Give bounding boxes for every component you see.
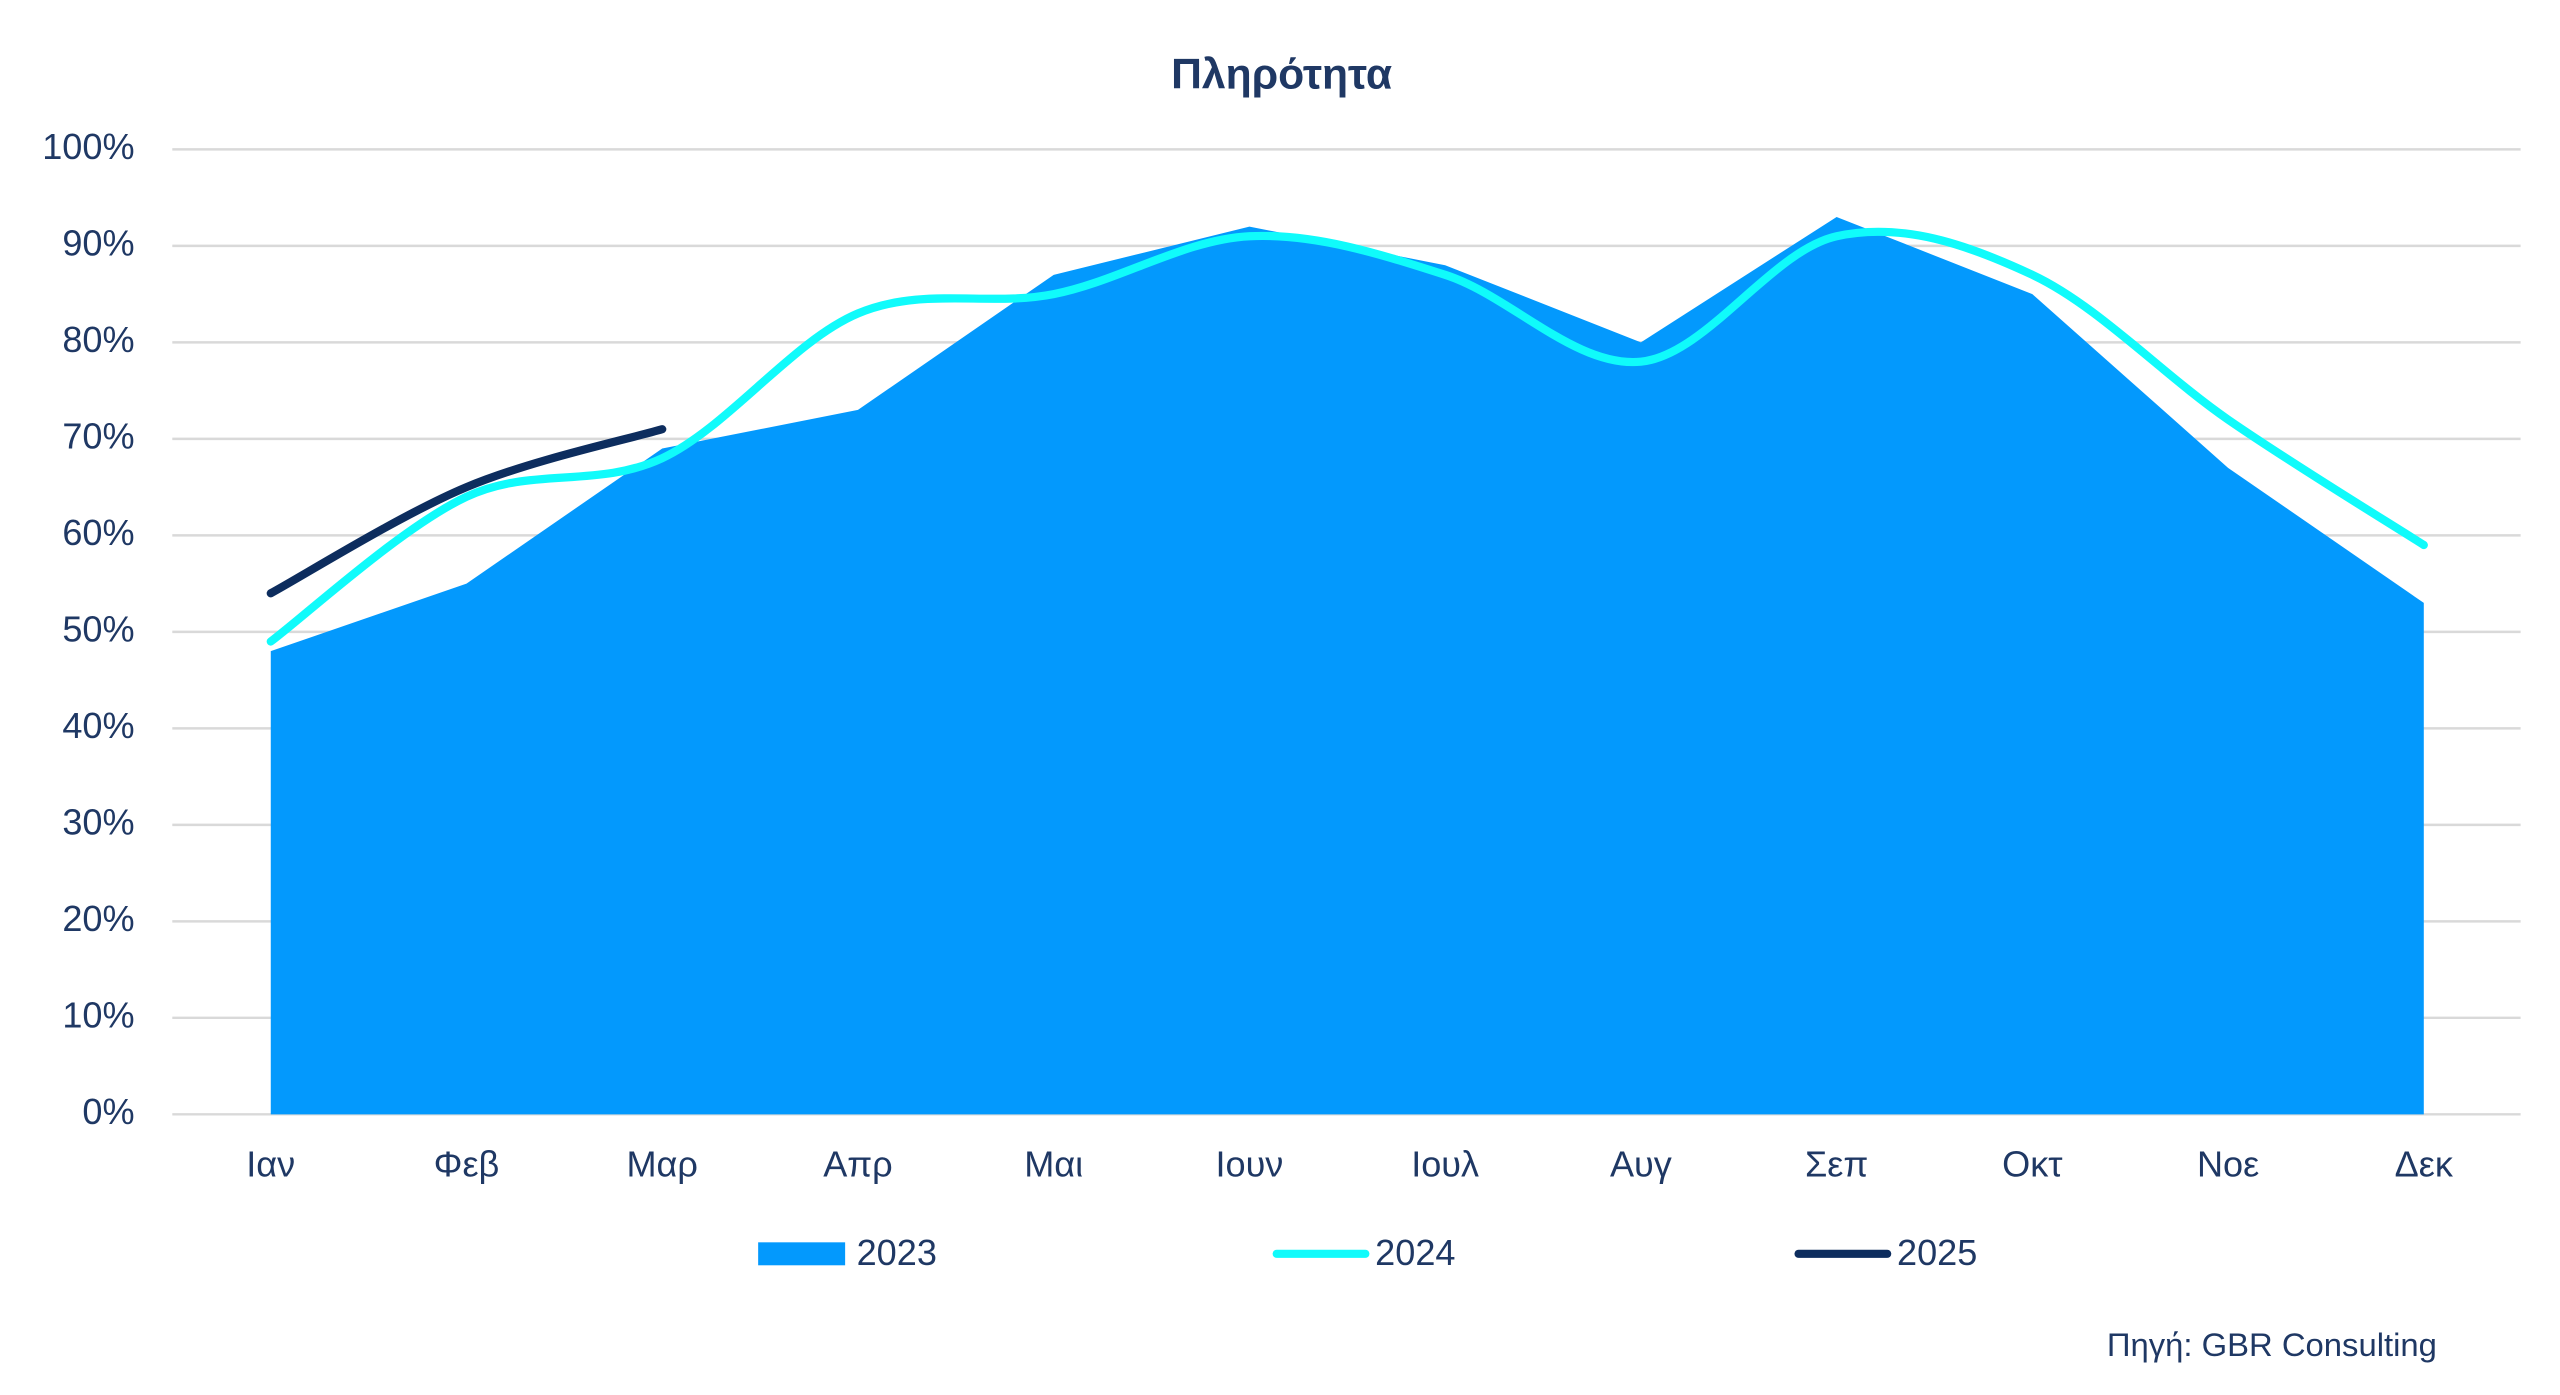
line bbox=[266, 227, 2428, 646]
x-tick-label: Ιουλ bbox=[1411, 1143, 1479, 1184]
y-tick-label: 70% bbox=[62, 415, 134, 456]
x-tick-label: Δεκ bbox=[2395, 1143, 2454, 1184]
x-tick-label: Μαρ bbox=[626, 1143, 697, 1184]
y-tick-label: 90% bbox=[62, 222, 134, 263]
source: Πηγή: GBR Consulting bbox=[2107, 1326, 2437, 1363]
y-tick-label: 20% bbox=[62, 898, 134, 939]
legend-swatch bbox=[758, 1242, 846, 1266]
x-tick-label: Μαι bbox=[1024, 1143, 1083, 1184]
line bbox=[266, 425, 667, 598]
x-tick-label: Ιουν bbox=[1215, 1143, 1283, 1184]
y-tick-label: 60% bbox=[62, 512, 134, 553]
x-tick-label: Οκτ bbox=[2002, 1143, 2062, 1184]
legend-label: 2025 bbox=[1897, 1232, 1977, 1273]
legend-label: 2023 bbox=[857, 1232, 937, 1273]
y-tick-label: 80% bbox=[62, 319, 134, 360]
y-tick-label: 10% bbox=[62, 994, 134, 1035]
y-tick-label: 100% bbox=[42, 126, 134, 167]
y-tick-label: 40% bbox=[62, 705, 134, 746]
x-tick-label: Απρ bbox=[823, 1143, 893, 1184]
y-tick-label: 0% bbox=[82, 1091, 134, 1132]
x-tick-label: Φεβ bbox=[434, 1143, 500, 1184]
x-tick-label: Ιαν bbox=[246, 1143, 295, 1184]
area bbox=[270, 216, 2424, 1115]
y-tick-label: 30% bbox=[62, 801, 134, 842]
x-tick-label: Νοε bbox=[2197, 1143, 2259, 1184]
y-tick-label: 50% bbox=[62, 608, 134, 649]
x-tick-label: Αυγ bbox=[1610, 1143, 1672, 1184]
legend-label: 2024 bbox=[1375, 1232, 1455, 1273]
chart-title: Πληρότητα bbox=[1171, 50, 1392, 98]
x-tick-label: Σεπ bbox=[1805, 1143, 1868, 1184]
